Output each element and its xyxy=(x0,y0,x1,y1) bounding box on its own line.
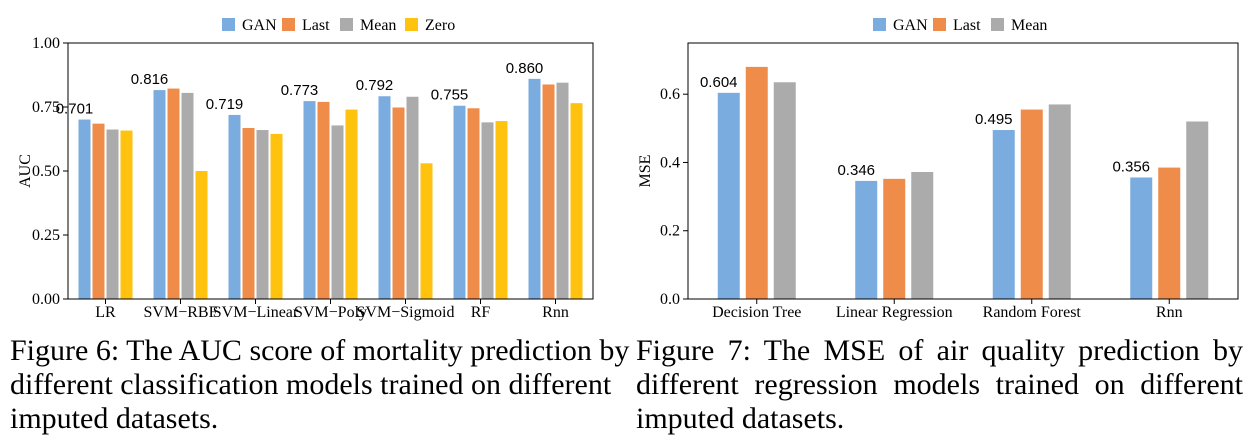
x-tick-label: SVM−Linear xyxy=(213,304,299,321)
caption-line: imputed datasets. xyxy=(10,402,219,435)
legend-swatch-last xyxy=(282,18,295,31)
caption-line: Figure 7: The MSE of air quality predict… xyxy=(636,334,1243,367)
bar-zero xyxy=(195,171,208,299)
bar-gan xyxy=(855,180,878,299)
data-label: 0.792 xyxy=(356,77,394,94)
bar-last xyxy=(467,108,480,299)
x-tick-label: SVM−Sigmoid xyxy=(357,304,455,321)
legend-label-gan: GAN xyxy=(893,17,928,34)
data-label: 0.816 xyxy=(131,71,169,88)
figure-canvas: GAN Last Mean Zero 0.701 LR 0.816 SVM−RBF 0.719 S… xyxy=(17,17,1239,321)
bar-zero xyxy=(420,163,433,299)
data-label: 0.773 xyxy=(281,82,319,99)
bar-last xyxy=(1020,109,1043,299)
legend-label-last: Last xyxy=(953,17,981,34)
legend-label-mean: Mean xyxy=(360,17,396,34)
caption-line: different regression models trained on d… xyxy=(636,368,1243,401)
auc-chart: GAN Last Mean Zero 0.701 LR 0.816 SVM−RBF 0.719 S… xyxy=(17,17,594,321)
y-tick-label: 0.0 xyxy=(660,291,680,308)
caption-line: different classification models trained … xyxy=(10,368,612,401)
bar-last xyxy=(1158,167,1181,299)
bar-gan xyxy=(453,105,466,299)
bar-mean xyxy=(331,125,344,299)
figure-7-caption: Figure 7: The MSE of air quality predict… xyxy=(636,334,1243,436)
bar-gan xyxy=(378,96,391,299)
bar-mean xyxy=(106,129,119,299)
bar-mean xyxy=(481,122,494,299)
y-axis-label: AUC xyxy=(17,154,34,188)
legend-label-gan: GAN xyxy=(242,17,277,34)
data-label: 0.356 xyxy=(1112,158,1150,175)
data-label: 0.719 xyxy=(206,96,244,113)
bar-mean xyxy=(181,92,194,299)
x-tick-label: Random Forest xyxy=(983,304,1082,321)
bar-last xyxy=(542,84,555,299)
bar-mean xyxy=(556,82,569,300)
bar-zero xyxy=(345,109,358,299)
data-label: 0.495 xyxy=(975,111,1013,128)
x-tick-label: Rnn xyxy=(1156,304,1183,321)
bar-mean xyxy=(1186,121,1209,299)
y-tick-label: 0.50 xyxy=(32,163,60,180)
data-label: 0.346 xyxy=(837,162,875,179)
x-tick-label: SVM−Poly xyxy=(294,304,367,321)
bar-mean xyxy=(911,172,934,299)
bar-gan xyxy=(717,92,740,300)
legend-swatch-gan xyxy=(222,18,235,31)
bar-zero xyxy=(495,121,508,299)
y-tick-label: 1.00 xyxy=(32,35,60,52)
y-tick-label: 0.75 xyxy=(32,99,60,116)
bar-last xyxy=(242,127,255,299)
legend-swatch-mean xyxy=(340,18,353,31)
bar-last xyxy=(883,178,906,299)
legend-swatch-mean xyxy=(991,18,1004,31)
y-tick-label: 0.25 xyxy=(32,227,60,244)
x-tick-label: Linear Regression xyxy=(836,304,953,321)
bar-last xyxy=(92,123,105,299)
legend-label-mean: Mean xyxy=(1011,17,1047,34)
bar-mean xyxy=(1048,104,1071,299)
data-label: 0.860 xyxy=(506,60,544,77)
x-tick-label: Decision Tree xyxy=(712,304,801,321)
data-label: 0.701 xyxy=(56,101,94,118)
legend-swatch-gan xyxy=(873,18,886,31)
bar-gan xyxy=(1130,177,1153,299)
y-tick-label: 0.00 xyxy=(32,291,60,308)
bar-gan xyxy=(78,119,91,299)
y-tick-label: 0.4 xyxy=(660,154,680,171)
figure-6-caption: Figure 6: The AUC score of mortality pre… xyxy=(10,334,630,436)
plot-frame xyxy=(687,42,1239,300)
data-label: 0.604 xyxy=(700,74,738,91)
bar-last xyxy=(317,101,330,299)
legend-swatch-zero xyxy=(405,18,418,31)
y-tick-label: 0.2 xyxy=(660,223,680,240)
legend-swatch-last xyxy=(933,18,946,31)
legend-label-last: Last xyxy=(302,17,330,34)
bar-gan xyxy=(228,114,241,299)
bar-last xyxy=(392,107,405,300)
x-tick-label: RF xyxy=(471,304,491,321)
bar-last xyxy=(167,88,180,300)
bar-last xyxy=(745,66,768,299)
caption-line: imputed datasets. xyxy=(636,402,845,435)
data-label: 0.755 xyxy=(431,87,469,104)
y-tick-label: 0.6 xyxy=(660,86,680,103)
mse-chart: GAN Last Mean 0.604 Decision Tree 0.346 Linear… xyxy=(637,17,1239,321)
y-axis-label: MSE xyxy=(637,155,654,188)
bar-gan xyxy=(528,78,541,299)
legend-label-zero: Zero xyxy=(425,17,455,34)
x-tick-label: SVM−RBF xyxy=(144,304,218,321)
bar-zero xyxy=(270,133,283,299)
bar-zero xyxy=(570,103,583,299)
bar-mean xyxy=(773,82,796,300)
bar-gan xyxy=(303,101,316,299)
bar-zero xyxy=(120,130,133,299)
x-tick-label: Rnn xyxy=(542,304,569,321)
bar-gan xyxy=(153,90,166,299)
caption-line: Figure 6: The AUC score of mortality pre… xyxy=(10,334,630,367)
bar-mean xyxy=(256,130,269,299)
bar-mean xyxy=(406,96,419,299)
x-tick-label: LR xyxy=(95,304,116,321)
bar-gan xyxy=(992,130,1015,299)
